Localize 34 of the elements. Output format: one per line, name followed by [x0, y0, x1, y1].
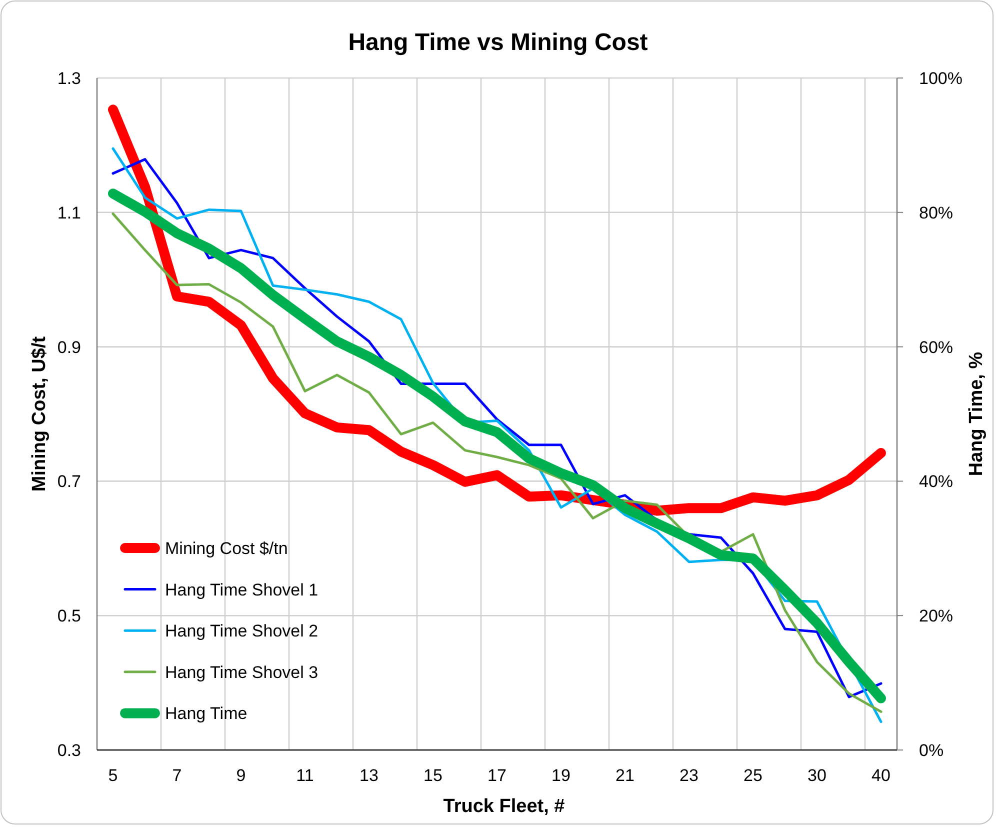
- y2-tick-label: 20%: [919, 606, 954, 626]
- legend-label: Mining Cost $/tn: [165, 539, 288, 558]
- chart-title: Hang Time vs Mining Cost: [348, 29, 648, 56]
- x-tick-label: 30: [808, 766, 826, 785]
- legend-label: Hang Time Shovel 2: [165, 622, 318, 641]
- x-tick-label: 17: [488, 766, 506, 785]
- x-tick-label: 15: [424, 766, 442, 785]
- x-tick-label: 13: [360, 766, 378, 785]
- x-tick-label: 7: [172, 766, 182, 785]
- y-tick-label: 1.1: [57, 203, 81, 222]
- x-tick-label: 5: [108, 766, 118, 785]
- y-axis-title: Mining Cost, U$/t: [29, 336, 50, 492]
- x-tick-label: 40: [872, 766, 890, 785]
- y-tick-label: 0.7: [57, 472, 81, 492]
- y2-tick-label: 100%: [919, 69, 962, 88]
- y-tick-label: 0.5: [57, 606, 81, 626]
- legend-label: Hang Time Shovel 1: [165, 580, 318, 600]
- y2-axis-title: Hang Time, %: [966, 352, 987, 476]
- y-tick-label: 0.3: [57, 741, 81, 760]
- legend-label: Hang Time: [165, 704, 248, 724]
- y2-tick-label: 60%: [919, 338, 954, 357]
- x-tick-label: 9: [236, 766, 246, 785]
- y2-tick-label: 80%: [919, 203, 954, 222]
- x-axis-title: Truck Fleet, #: [443, 796, 566, 817]
- y-tick-label: 0.9: [57, 338, 81, 357]
- legend-label: Hang Time Shovel 3: [165, 662, 318, 682]
- y-tick-label: 1.3: [57, 69, 81, 88]
- y2-tick-label: 40%: [919, 472, 954, 492]
- x-tick-label: 25: [744, 766, 762, 785]
- y2-tick-label: 0%: [919, 741, 944, 760]
- x-tick-label: 21: [616, 766, 634, 785]
- x-tick-label: 19: [552, 766, 570, 785]
- x-tick-label: 23: [680, 766, 698, 785]
- x-tick-label: 11: [296, 766, 314, 785]
